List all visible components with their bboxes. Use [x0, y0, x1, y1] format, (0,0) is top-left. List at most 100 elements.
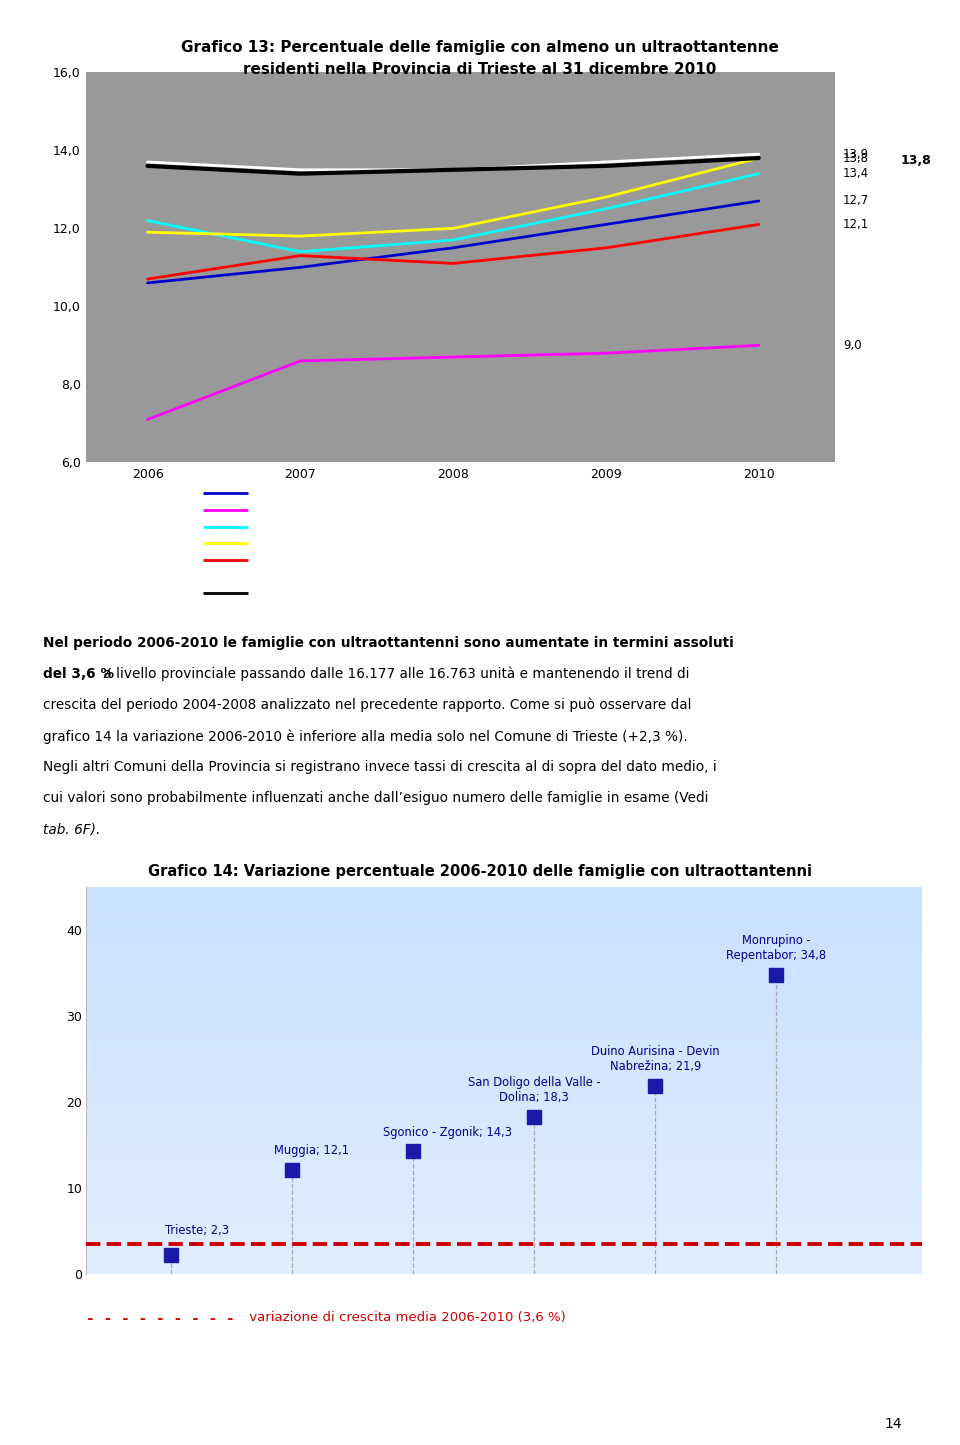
Bar [86, 1049, 922, 1055]
Bar [86, 997, 922, 1003]
Point [163, 1243, 179, 1266]
Bar [86, 1016, 922, 1023]
Point [284, 1159, 300, 1182]
Bar [86, 984, 922, 990]
Bar [86, 1183, 922, 1191]
Bar [86, 1042, 922, 1049]
Bar [86, 1126, 922, 1133]
Bar [86, 1269, 922, 1274]
Bar [86, 1107, 922, 1113]
Text: cui valori sono probabilmente influenzati anche dall’esiguo numero delle famigli: cui valori sono probabilmente influenzat… [43, 792, 708, 805]
Text: Grafico 14: Variazione percentuale 2006-2010 delle famiglie con ultraottantenni: Grafico 14: Variazione percentuale 2006-… [148, 864, 812, 879]
Bar [86, 958, 922, 965]
Text: 13,8: 13,8 [843, 152, 869, 165]
Text: 13,9: 13,9 [843, 147, 869, 160]
Point [405, 1140, 420, 1163]
Point [648, 1075, 663, 1098]
Text: - - - - - - - - -: - - - - - - - - - [86, 1311, 235, 1325]
Bar [86, 952, 922, 958]
Bar [86, 1230, 922, 1235]
Bar [86, 1055, 922, 1062]
Bar [86, 1062, 922, 1068]
Text: San Doligo della Valle - Dolina: San Doligo della Valle - Dolina [259, 539, 430, 548]
Text: 14: 14 [885, 1416, 902, 1431]
Bar [86, 919, 922, 926]
Bar [86, 1152, 922, 1159]
Bar [86, 965, 922, 971]
Text: TOTALE PROVINCIA: TOTALE PROVINCIA [259, 588, 368, 598]
Text: Nel periodo 2006-2010 le famiglie con ultraottantenni sono aumentate in termini : Nel periodo 2006-2010 le famiglie con ul… [43, 636, 734, 650]
Bar [86, 1178, 922, 1183]
Text: Monrupino - Repentabor: Monrupino - Repentabor [259, 504, 397, 514]
Bar [86, 1235, 922, 1243]
Bar [86, 1023, 922, 1029]
Bar [86, 1172, 922, 1178]
Bar [86, 1146, 922, 1152]
Text: 12,1: 12,1 [843, 218, 869, 231]
Bar [86, 971, 922, 978]
Text: 12,7: 12,7 [843, 195, 869, 208]
Bar [86, 1248, 922, 1256]
Text: Trieste; 2,3: Trieste; 2,3 [165, 1224, 229, 1237]
Bar [86, 906, 922, 913]
Text: grafico 14 la variazione 2006-2010 è inferiore alla media solo nel Comune di Tri: grafico 14 la variazione 2006-2010 è inf… [43, 728, 688, 744]
Bar [86, 1087, 922, 1094]
Bar [86, 1029, 922, 1036]
Bar [86, 1010, 922, 1016]
Bar [86, 1243, 922, 1248]
Bar [86, 1113, 922, 1120]
Text: Muggia; 12,1: Muggia; 12,1 [274, 1144, 349, 1157]
Text: 13,4: 13,4 [843, 168, 869, 181]
Bar [86, 893, 922, 900]
Bar [86, 1081, 922, 1087]
Bar [86, 1209, 922, 1217]
Bar [86, 1003, 922, 1010]
Bar [86, 1075, 922, 1081]
Text: Duino Aurisina - Devin
Nabrežina; 21,9: Duino Aurisina - Devin Nabrežina; 21,9 [591, 1045, 720, 1074]
Bar [86, 1261, 922, 1269]
Text: San Doligo della Valle -
Dolina; 18,3: San Doligo della Valle - Dolina; 18,3 [468, 1077, 601, 1104]
Text: a livello provinciale passando dalle 16.177 alle 16.763 unità e mantenendo il tr: a livello provinciale passando dalle 16.… [99, 666, 689, 682]
Text: crescita del periodo 2004-2008 analizzato nel precedente rapporto. Come si può o: crescita del periodo 2004-2008 analizzat… [43, 698, 692, 712]
Text: 9,0: 9,0 [843, 340, 861, 351]
Bar [86, 900, 922, 906]
Bar [86, 1139, 922, 1146]
Point [527, 1105, 542, 1129]
Bar [86, 1165, 922, 1172]
Bar [86, 1094, 922, 1100]
Text: Trieste: Trieste [259, 572, 297, 582]
Bar [86, 978, 922, 984]
Bar [86, 1068, 922, 1075]
Text: del 3,6 %: del 3,6 % [43, 666, 114, 681]
Text: variazione di crescita media 2006-2010 (3,6 %): variazione di crescita media 2006-2010 (… [245, 1311, 565, 1324]
Bar [86, 887, 922, 893]
Bar [86, 990, 922, 997]
Bar [86, 939, 922, 945]
Bar [86, 1217, 922, 1222]
Text: 13,8: 13,8 [900, 153, 931, 166]
Text: residenti nella Provincia di Trieste al 31 dicembre 2010: residenti nella Provincia di Trieste al … [243, 62, 717, 77]
Point [769, 964, 784, 987]
Bar [86, 1120, 922, 1126]
Text: Grafico 13: Percentuale delle famiglie con almeno un ultraottantenne: Grafico 13: Percentuale delle famiglie c… [181, 40, 779, 55]
Text: tab. 6F).: tab. 6F). [43, 822, 101, 837]
Text: Duino Aurisina - Devin Nabrežina: Duino Aurisina - Devin Nabrežina [259, 488, 447, 499]
Text: Monrupino -
Repentabor; 34,8: Monrupino - Repentabor; 34,8 [727, 933, 827, 962]
Bar [86, 913, 922, 919]
Text: Muggia: Muggia [259, 522, 300, 532]
Bar [86, 1222, 922, 1230]
Bar [86, 1159, 922, 1165]
Text: Sgonico - Zgonik; 14,3: Sgonico - Zgonik; 14,3 [383, 1126, 512, 1139]
Bar [86, 1100, 922, 1107]
Bar [86, 1191, 922, 1196]
Bar [86, 926, 922, 932]
Bar [86, 1204, 922, 1209]
Bar [86, 1133, 922, 1139]
Bar [86, 1196, 922, 1204]
Bar [86, 1036, 922, 1042]
Text: Negli altri Comuni della Provincia si registrano invece tassi di crescita al di : Negli altri Comuni della Provincia si re… [43, 760, 717, 775]
Bar [86, 1256, 922, 1261]
Text: Sgonico - Zgonik: Sgonico - Zgonik [259, 555, 354, 565]
Bar [86, 945, 922, 952]
Bar [86, 932, 922, 939]
